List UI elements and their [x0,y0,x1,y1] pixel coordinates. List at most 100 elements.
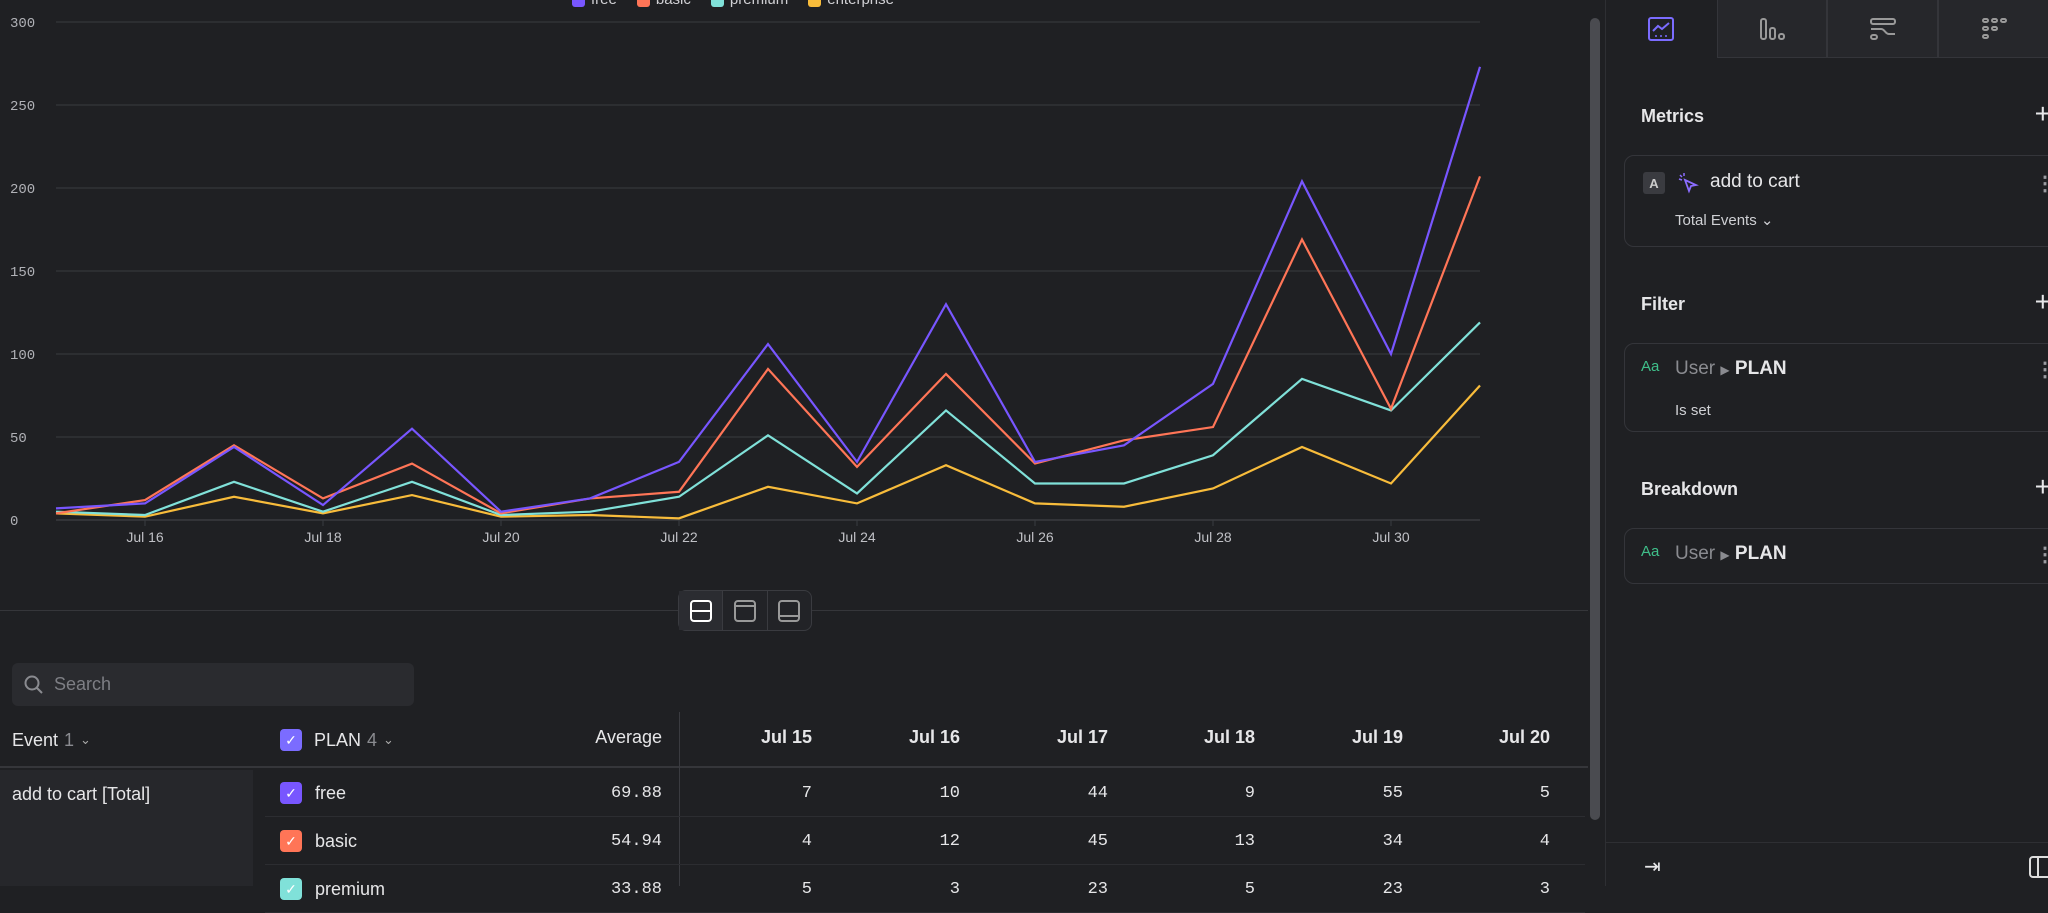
chart-legend: free basic premium enterprise [572,0,894,8]
row-checkbox[interactable]: ✓ [280,878,302,900]
measure-dropdown[interactable]: Total Events ⌄ [1675,211,1773,229]
filter-title: Filter [1641,294,1686,314]
x-tick-label: Jul 26 [1016,529,1054,545]
date-column-header[interactable]: Jul 15 [760,727,812,747]
flows-icon [1869,17,1896,40]
table-row: ✓ basic 54.94 4 12 45 13 34 4 [265,818,1585,865]
metric-card[interactable]: A add to cart Total Events ⌄ ⋮ [1624,155,2048,247]
y-tick-label: 100 [10,348,35,364]
breakdown-entity: User [1675,543,1716,564]
scrollbar[interactable] [1590,18,1600,820]
more-options-icon[interactable]: ⋮ [2035,173,2048,195]
metric-name: add to cart [1710,171,1800,192]
legend-label: enterprise [827,0,894,8]
filter-card[interactable]: Aa User ▶ PLAN Is set ⋮ [1624,343,2048,432]
search-box[interactable] [12,663,414,706]
measure-label: Total Events [1675,212,1757,229]
date-column-header[interactable]: Jul 17 [1056,727,1108,747]
line-chart: 0 50 100 150 200 250 300 Jul 16 Jul 18 Jul 20 Jul … [10,16,1482,545]
row-label: premium [315,879,386,899]
row-value: 34 [1382,832,1403,851]
series-line-premium [55,321,1481,517]
tab-funnels[interactable] [1716,0,1828,58]
y-tick-label: 50 [10,431,27,447]
add-metric-button[interactable]: + [2034,98,2048,129]
chevron-down-icon: ⌄ [80,732,91,747]
date-column-header[interactable]: Jul 19 [1351,727,1403,747]
text-property-icon: Aa [1641,358,1660,375]
breakdown-section: Breakdown + [1641,471,2048,502]
text-property-icon: Aa [1641,543,1660,560]
table-only-layout-button[interactable] [768,591,811,630]
legend-label: premium [730,0,788,8]
tab-retention[interactable] [1938,0,2048,58]
collapse-panel-icon[interactable]: ⇥ [1644,856,1661,878]
y-tick-label: 250 [10,99,35,115]
sidebar-toggle-icon[interactable] [2029,856,2048,878]
event-header-label: Event [12,729,59,750]
split-layout-button[interactable] [679,591,724,630]
panel-footer-divider [1606,842,2048,843]
date-column-header[interactable]: Jul 20 [1498,727,1550,747]
filter-property: User ▶ PLAN [1675,358,1787,380]
bar-chart-icon [1760,17,1786,40]
select-all-checkbox[interactable]: ✓ [280,729,302,751]
breakdown-property-name: PLAN [1734,543,1787,564]
chart-only-layout-button[interactable] [723,591,768,630]
event-column-header[interactable]: Event 1 ⌄ [12,727,91,753]
table-row: ✓ premium 33.88 5 3 23 5 23 3 [265,866,1585,913]
more-options-icon[interactable]: ⋮ [2035,544,2048,566]
x-tick-label: Jul 16 [126,529,164,545]
tab-insights[interactable] [1606,0,1717,58]
x-tick-label: Jul 18 [304,529,342,545]
row-label: basic [315,831,358,851]
row-value: 5 [1244,880,1255,899]
row-value: 4 [801,832,812,851]
series-line-basic [55,175,1482,515]
bottom-panel-icon [778,599,801,622]
row-checkbox[interactable]: ✓ [280,782,302,804]
filter-section: Filter + [1641,286,2048,317]
table-row: ✓ free 69.88 7 10 44 9 55 5 [265,770,1585,817]
legend-swatch [572,0,585,7]
average-header[interactable]: Average [595,727,662,747]
row-value: 44 [1087,784,1108,803]
row-value: 3 [1539,880,1550,899]
legend-label: free [591,0,617,8]
caret-right-icon: ▶ [1720,363,1730,377]
add-breakdown-button[interactable]: + [2034,471,2048,502]
caret-right-icon: ▶ [1720,548,1730,562]
search-input[interactable] [54,674,394,695]
tab-flows[interactable] [1827,0,1939,58]
plan-header-label: PLAN [314,729,362,750]
retention-icon [1981,17,2007,39]
x-tick-label: Jul 22 [660,529,698,545]
row-value: 23 [1382,880,1403,899]
breakdown-card[interactable]: Aa User ▶ PLAN ⋮ [1624,528,2048,584]
event-cell: add to cart [Total] [0,770,253,886]
row-average: 69.88 [610,784,662,803]
legend-item-enterprise[interactable]: enterprise [808,0,894,8]
split-view-icon [689,599,712,622]
row-checkbox[interactable]: ✓ [280,830,302,852]
legend-item-premium[interactable]: premium [710,0,788,8]
query-panel: Metrics + A add to cart Total Events ⌄ ⋮ … [1605,0,2048,886]
insights-icon [1648,17,1675,41]
filter-property-name: PLAN [1734,358,1787,379]
legend-item-free[interactable]: free [572,0,617,8]
plan-column-header[interactable]: ✓ PLAN 4 ⌄ [280,727,394,753]
row-value: 3 [949,880,960,899]
breakdown-property: User ▶ PLAN [1675,543,1787,565]
series-line-enterprise [55,384,1481,520]
date-column-header[interactable]: Jul 16 [908,727,960,747]
filter-condition[interactable]: Is set [1675,402,1711,419]
metrics-section: Metrics + [1641,98,2048,129]
more-options-icon[interactable]: ⋮ [2035,359,2048,381]
y-tick-label: 200 [10,182,35,198]
row-value: 12 [939,832,960,851]
metrics-title: Metrics [1641,106,1705,126]
row-value: 13 [1234,832,1255,851]
add-filter-button[interactable]: + [2034,286,2048,317]
legend-item-basic[interactable]: basic [636,0,691,8]
date-column-header[interactable]: Jul 18 [1203,727,1255,747]
